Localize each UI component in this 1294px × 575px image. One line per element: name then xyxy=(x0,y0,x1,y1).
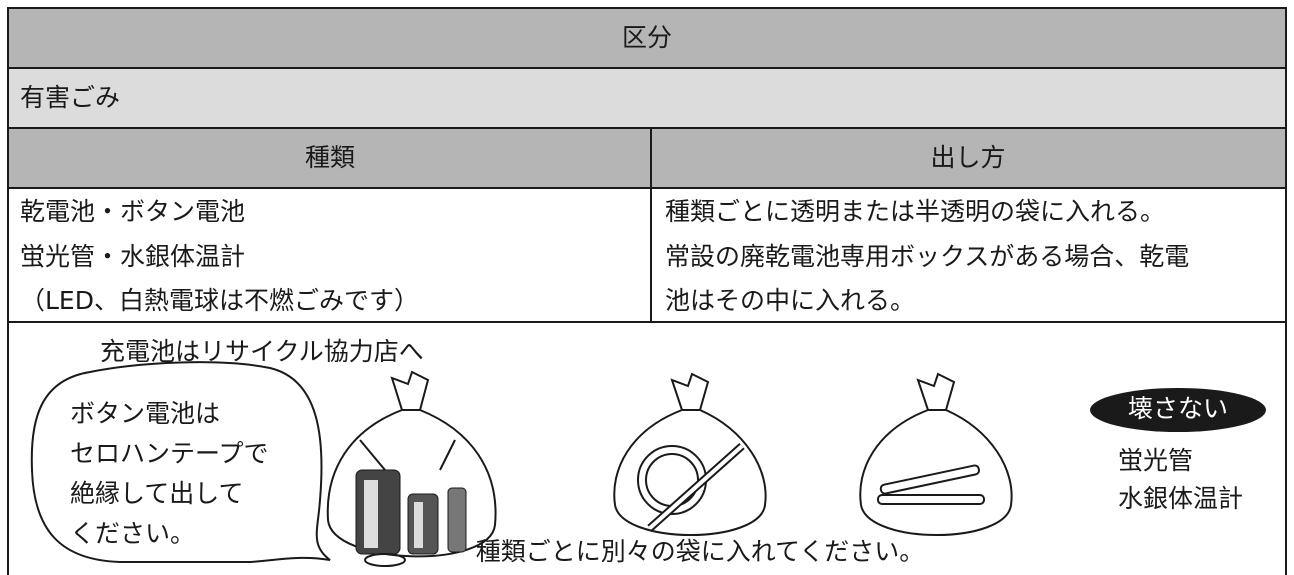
cell-text: 蛍光管・水銀体温計 xyxy=(20,242,245,271)
cell-text: 常設の廃乾電池専用ボックスがある場合、乾電 xyxy=(665,242,1189,271)
column-header: 種類 xyxy=(305,143,355,172)
category: 有害ごみ xyxy=(20,83,120,112)
cell-text: （LED、白熱電球は不燃ごみです） xyxy=(20,286,419,315)
bubble-text: ください。 xyxy=(70,519,195,548)
bubble-text: ボタン電池は xyxy=(70,399,220,428)
illustration-cell xyxy=(7,321,1287,575)
caption: 種類ごとに別々の袋に入れてください。 xyxy=(476,537,925,566)
header: 区分 xyxy=(622,23,672,52)
bag-thermometers xyxy=(859,372,1013,536)
badge-item: 蛍光管 xyxy=(1118,446,1193,475)
column-header-cell xyxy=(7,127,652,189)
category-cell xyxy=(7,67,1287,129)
column-header: 出し方 xyxy=(930,143,1005,172)
badge-text: 壊さない xyxy=(1128,394,1228,423)
badge xyxy=(1090,388,1266,432)
bubble-text: セロハンテープで xyxy=(70,439,269,468)
cell-text: 種類ごとに透明または半透明の袋に入れる。 xyxy=(665,197,1165,226)
cell-text: 池はその中に入れる。 xyxy=(665,286,915,315)
bag-fluorescent xyxy=(613,372,767,536)
speech-bubble xyxy=(30,361,331,563)
cell-text: 乾電池・ボタン電池 xyxy=(20,197,245,226)
column-header-cell xyxy=(650,127,1287,189)
body-cell xyxy=(7,187,652,323)
badge-item: 水銀体温計 xyxy=(1118,484,1243,513)
bag-batteries xyxy=(326,370,497,567)
note: 充電池はリサイクル協力店へ xyxy=(100,337,424,366)
bubble-text: 絶縁して出して xyxy=(70,479,244,508)
header-cell xyxy=(7,7,1287,69)
body-cell xyxy=(650,187,1287,323)
